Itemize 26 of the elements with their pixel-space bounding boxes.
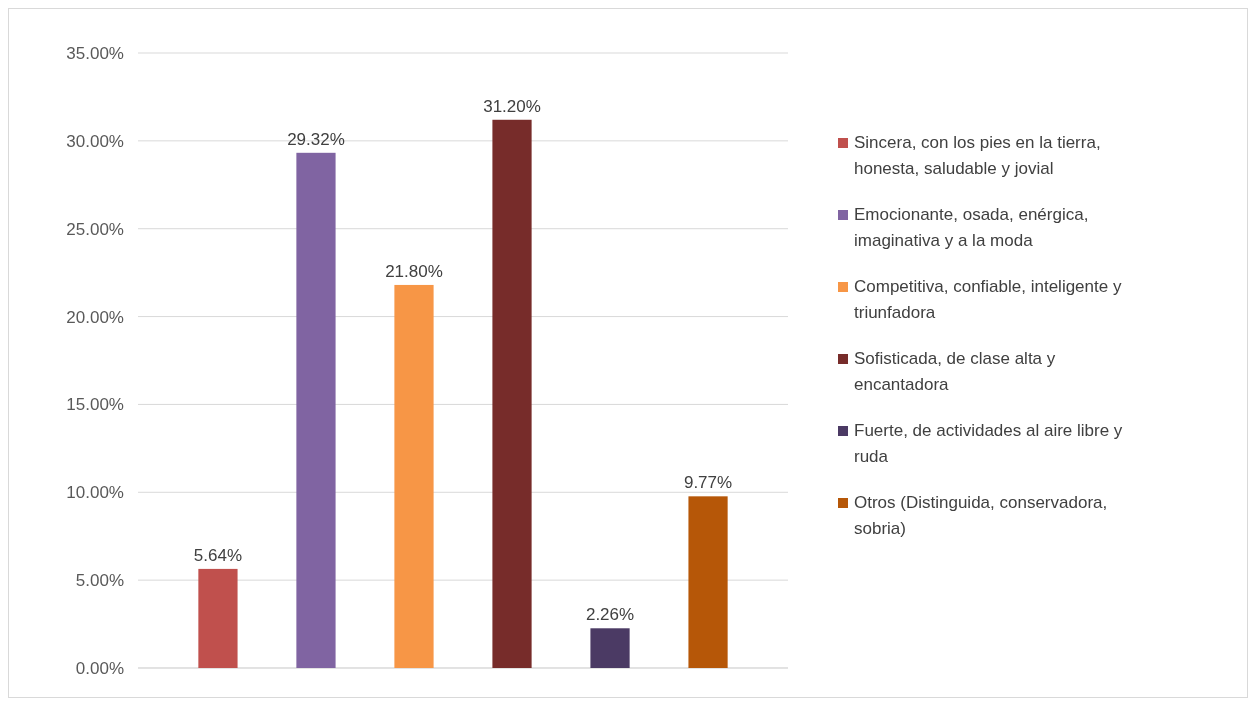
legend-label: Emocionante, osada, enérgica, imaginativa y a la moda <box>854 205 1089 250</box>
data-label: 29.32% <box>287 129 345 149</box>
data-label: 31.20% <box>483 96 541 116</box>
bar <box>590 628 630 668</box>
y-tick-label: 35.00% <box>66 43 124 63</box>
legend-label: Sincera, con los pies en la tierra, honesta, saludable y jovial <box>854 133 1101 178</box>
data-label: 21.80% <box>385 261 443 281</box>
bar <box>688 496 728 668</box>
bar <box>296 152 336 668</box>
bar <box>492 119 532 668</box>
y-tick-label: 20.00% <box>66 307 124 327</box>
bar <box>394 284 434 668</box>
data-label: 5.64% <box>193 545 243 565</box>
legend-label: Otros (Distinguida, conservadora, sobria) <box>854 493 1108 538</box>
y-tick-label: 10.00% <box>66 483 124 503</box>
y-tick-label: 30.00% <box>66 131 124 151</box>
legend-label: Fuerte, de actividades al aire libre y ruda <box>854 421 1123 466</box>
y-tick-label: 0.00% <box>75 658 124 678</box>
y-tick-label: 15.00% <box>66 395 124 415</box>
y-tick-label: 25.00% <box>66 219 124 239</box>
legend-label: Sofisticada, de clase alta y encantadora <box>854 349 1056 394</box>
bar <box>198 568 238 668</box>
legend-label: Competitiva, confiable, inteligente y triunfadora <box>854 277 1122 322</box>
y-tick-label: 5.00% <box>75 571 124 591</box>
data-label: 2.26% <box>585 605 635 625</box>
data-label: 9.77% <box>683 473 733 493</box>
